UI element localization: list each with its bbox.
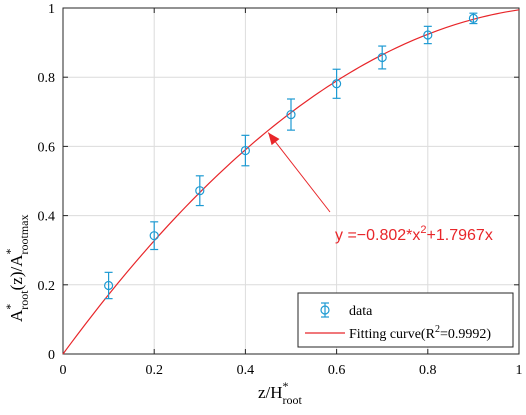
equation-suffix: +1.7967x	[427, 227, 493, 244]
legend-label-fit: Fitting curve(R2=0.9992)	[349, 324, 491, 342]
data-marker	[423, 30, 433, 40]
y-tick-label: 0	[48, 348, 55, 363]
data-point	[240, 134, 250, 167]
data-marker	[149, 231, 159, 241]
data-marker	[195, 186, 205, 196]
legend-item-fit: Fitting curve(R2=0.9992)	[305, 324, 491, 342]
data-marker	[286, 109, 296, 120]
y-tick-label: 0.4	[38, 210, 56, 225]
data-point	[423, 25, 433, 45]
data-point	[103, 271, 114, 300]
x-tick-label: 0	[60, 363, 67, 378]
x-axis-label: z/H* root	[258, 379, 303, 407]
x-tick-label: 0.2	[145, 363, 163, 378]
data-marker	[468, 13, 478, 23]
data-point	[332, 68, 342, 99]
y-tick-label: 1	[48, 2, 55, 17]
data-marker	[377, 52, 387, 63]
equation-prefix: y =−0.802*x	[335, 227, 420, 244]
legend: data Fitting curve(R2=0.9992)	[297, 292, 514, 348]
plot-frame	[62, 7, 520, 355]
y-tick-label: 0.2	[38, 279, 56, 294]
data-point	[286, 98, 296, 131]
y-tick-label: 0.8	[38, 71, 56, 86]
x-tick-label: 1	[516, 363, 523, 378]
data-point	[149, 221, 159, 251]
x-tick-label: 0.6	[328, 363, 346, 378]
x-axis-ticks: 0 0.2 0.4 0.6 0.8 1	[60, 8, 523, 378]
x-tick-label: 0.8	[419, 363, 437, 378]
annotation-arrow	[267, 132, 331, 213]
y-tick-label: 0.6	[38, 140, 56, 155]
legend-box	[297, 292, 514, 348]
grid	[63, 8, 519, 354]
legend-marker-icon	[320, 305, 330, 315]
annotation: y =−0.802*x2+1.7967x	[267, 132, 493, 244]
data-marker	[240, 145, 250, 156]
data-marker	[332, 79, 342, 89]
data-point	[377, 45, 387, 70]
equation-label: y =−0.802*x2+1.7967x	[335, 224, 493, 244]
data-marker	[103, 280, 114, 291]
annotation-arrowhead	[268, 132, 280, 146]
data-point	[468, 12, 478, 25]
y-axis-label: A*root(z)/A*rootmax	[3, 215, 31, 323]
legend-item-data: data	[320, 302, 373, 319]
x-tick-label: 0.4	[237, 363, 255, 378]
y-axis-ticks: 0 0.2 0.4 0.6 0.8 1	[38, 2, 519, 363]
data-point	[195, 175, 205, 207]
data-points-layer	[103, 12, 478, 300]
equation-sup: 2	[420, 224, 426, 236]
legend-label-data: data	[349, 304, 373, 319]
